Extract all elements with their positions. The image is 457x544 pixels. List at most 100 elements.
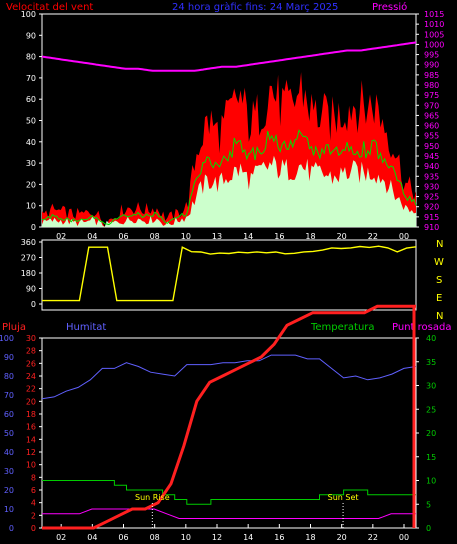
wind-y-tick-label: 10 xyxy=(26,202,36,211)
climate-x-tick-label: 20 xyxy=(337,533,347,542)
humidity-y-tick-label: 80 xyxy=(4,372,14,381)
humidity-y-tick-label: 0 xyxy=(9,524,14,533)
dir-label-e: E xyxy=(436,293,442,304)
wind-y-tick-label: 20 xyxy=(26,180,36,189)
rain-y-tick-label: 2 xyxy=(31,511,36,520)
wind-x-tick-label: 13 xyxy=(212,232,222,241)
pressure-y-tick-label: 950 xyxy=(424,142,439,151)
rain-y-tick-label: 0 xyxy=(31,524,36,533)
rain-y-tick-label: 12 xyxy=(26,448,36,457)
humidity-label: Humitat xyxy=(66,322,106,333)
temp-y-tick-label: 15 xyxy=(426,453,436,462)
direction-y-tick-label: 0 xyxy=(31,300,36,309)
humidity-y-tick-label: 30 xyxy=(4,467,14,476)
humidity-y-tick-label: 60 xyxy=(4,410,14,419)
pressure-y-tick-label: 995 xyxy=(424,51,439,60)
temp-y-tick-label: 40 xyxy=(426,334,436,343)
sunset-label: Sun Set xyxy=(328,493,359,502)
temp-y-tick-label: 25 xyxy=(426,405,436,414)
dewpoint-label: Punt rosada xyxy=(392,322,451,333)
wind-x-tick-label: 02 xyxy=(56,232,66,241)
wind-x-tick-label: 16 xyxy=(274,232,284,241)
wind-y-tick-label: 80 xyxy=(26,53,36,62)
temp-y-tick-label: 5 xyxy=(426,500,431,509)
pressure-y-tick-label: 1010 xyxy=(424,20,444,29)
temp-y-tick-label: 30 xyxy=(426,382,436,391)
humidity-y-tick-label: 20 xyxy=(4,486,14,495)
wind-x-tick-label: 04 xyxy=(87,232,97,241)
humidity-y-tick-label: 10 xyxy=(4,505,14,514)
pressure-y-tick-label: 970 xyxy=(424,101,439,110)
wind-y-tick-label: 70 xyxy=(26,74,36,83)
wind-y-tick-label: 30 xyxy=(26,159,36,168)
rain-y-tick-label: 4 xyxy=(31,499,36,508)
wind-gust-line xyxy=(41,129,417,226)
wind-x-tick-label: 18 xyxy=(305,232,315,241)
wind-x-tick-label: 10 xyxy=(181,232,191,241)
climate-x-tick-label: 10 xyxy=(181,533,191,542)
wind-x-tick-label: 00 xyxy=(399,232,409,241)
pressure-y-tick-label: 990 xyxy=(424,61,439,70)
climate-x-tick-label: 14 xyxy=(243,533,253,542)
temperature-line xyxy=(42,480,416,505)
pressure-y-tick-label: 915 xyxy=(424,213,439,222)
rain-y-tick-label: 16 xyxy=(26,423,36,432)
sunrise-label: Sun Rise xyxy=(135,493,170,502)
wind-x-tick-label: 20 xyxy=(337,232,347,241)
chart-marks: 0102030405060708090100910915920925930935… xyxy=(0,10,444,542)
wind-y-tick-label: 100 xyxy=(21,10,36,19)
wind-y-tick-label: 60 xyxy=(26,95,36,104)
rain-y-tick-label: 28 xyxy=(26,347,36,356)
direction-y-tick-label: 90 xyxy=(26,285,36,294)
temp-y-tick-label: 20 xyxy=(426,429,436,438)
wind-speed-label: Velocitat del vent xyxy=(6,2,93,13)
humidity-y-tick-label: 50 xyxy=(4,429,14,438)
dir-label-w: W xyxy=(434,257,444,268)
temp-y-tick-label: 35 xyxy=(426,358,436,367)
pressure-y-tick-label: 935 xyxy=(424,172,439,181)
pressure-label: Pressió xyxy=(372,1,407,13)
climate-x-tick-label: 04 xyxy=(87,533,97,542)
dir-label-s: S xyxy=(436,275,442,286)
rain-y-tick-label: 18 xyxy=(26,410,36,419)
rain-y-tick-label: 14 xyxy=(26,435,36,444)
rain-y-tick-label: 22 xyxy=(26,385,36,394)
direction-y-tick-label: 360 xyxy=(21,238,36,247)
rain-y-tick-label: 30 xyxy=(26,334,36,343)
climate-x-tick-label: 06 xyxy=(118,533,128,542)
pressure-y-tick-label: 975 xyxy=(424,91,439,100)
pressure-line xyxy=(41,41,417,72)
chart-title: 24 hora gràfic fins: 24 Març 2025 xyxy=(172,1,338,13)
climate-x-tick-label: 00 xyxy=(399,533,409,542)
pressure-y-tick-label: 980 xyxy=(424,81,439,90)
pressure-y-tick-label: 910 xyxy=(424,223,439,232)
pressure-y-tick-label: 1005 xyxy=(424,30,444,39)
pressure-y-tick-label: 965 xyxy=(424,111,439,120)
rain-y-tick-label: 26 xyxy=(26,359,36,368)
wind-y-tick-label: 50 xyxy=(26,117,36,126)
climate-x-tick-label: 12 xyxy=(212,533,222,542)
climate-x-tick-label: 02 xyxy=(56,533,66,542)
pressure-y-tick-label: 930 xyxy=(424,182,439,191)
humidity-y-tick-label: 100 xyxy=(0,334,14,343)
climate-x-tick-label: 18 xyxy=(305,533,315,542)
direction-y-tick-label: 180 xyxy=(21,269,36,278)
pressure-y-tick-label: 1000 xyxy=(424,40,444,49)
wind-y-tick-label: 0 xyxy=(31,223,36,232)
humidity-y-tick-label: 70 xyxy=(4,391,14,400)
wind-x-tick-label: 06 xyxy=(118,232,128,241)
pressure-y-tick-label: 940 xyxy=(424,162,439,171)
climate-x-tick-label: 16 xyxy=(274,533,284,542)
temperature-label: Temperatura xyxy=(310,322,375,333)
pressure-y-tick-label: 920 xyxy=(424,203,439,212)
wind-y-tick-label: 90 xyxy=(26,31,36,40)
pressure-y-tick-label: 1015 xyxy=(424,10,444,19)
humidity-y-tick-label: 90 xyxy=(4,353,14,362)
pressure-y-tick-label: 955 xyxy=(424,132,439,141)
pressure-y-tick-label: 925 xyxy=(424,193,439,202)
dir-label-n-top: N xyxy=(436,239,443,250)
rain-y-tick-label: 20 xyxy=(26,397,36,406)
humidity-y-tick-label: 40 xyxy=(4,448,14,457)
dir-label-n-bottom: N xyxy=(436,311,443,322)
wind-x-tick-label: 22 xyxy=(368,232,378,241)
